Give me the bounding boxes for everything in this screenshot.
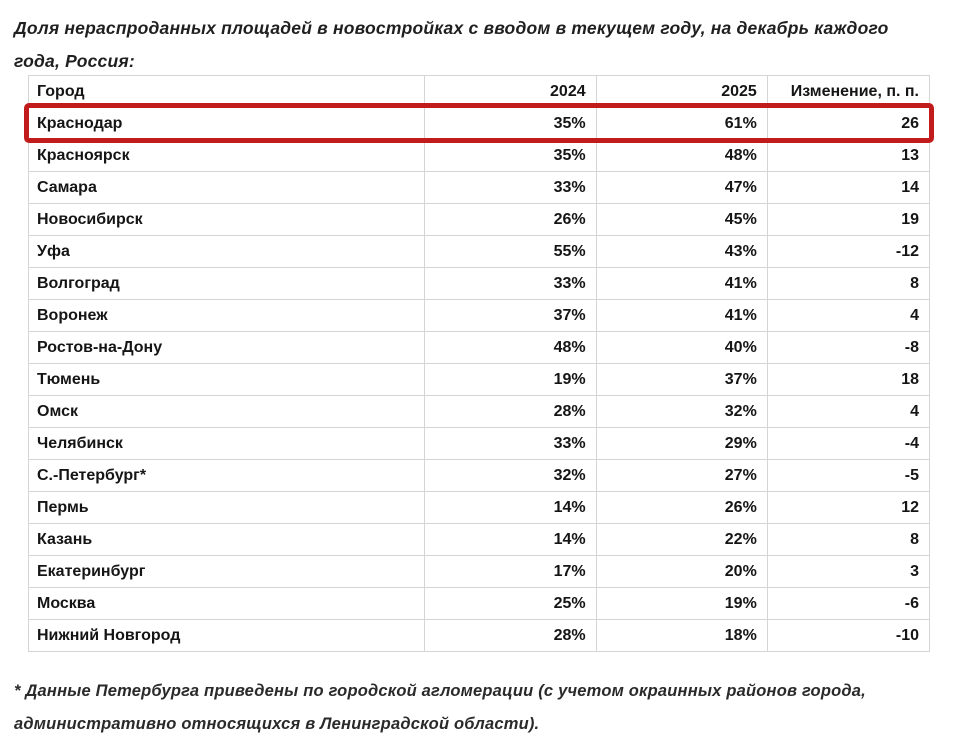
city-cell: Воронеж xyxy=(27,299,426,332)
value-2025-cell: 22% xyxy=(595,523,768,556)
change-cell: 3 xyxy=(766,555,931,588)
value-2025-cell: 48% xyxy=(595,139,768,172)
change-cell: -6 xyxy=(766,587,931,620)
city-cell: Москва xyxy=(27,587,426,620)
table-row: С.-Петербург* 32% 27% -5 xyxy=(27,459,931,492)
value-2025-cell: 18% xyxy=(595,619,768,652)
city-cell: Екатеринбург xyxy=(27,555,426,588)
city-cell: Ростов-на-Дону xyxy=(27,331,426,364)
value-2024-cell: 37% xyxy=(424,299,597,332)
value-2025-cell: 20% xyxy=(595,555,768,588)
value-2025-cell: 40% xyxy=(595,331,768,364)
value-2024-cell: 33% xyxy=(424,427,597,460)
value-2024-cell: 35% xyxy=(424,139,597,172)
value-2024-cell: 48% xyxy=(424,331,597,364)
table-row: Уфа 55% 43% -12 xyxy=(27,235,931,268)
city-cell: Самара xyxy=(27,171,426,204)
value-2024-cell: 25% xyxy=(424,587,597,620)
city-cell: Краснодар xyxy=(27,107,426,140)
value-2024-cell: 14% xyxy=(424,491,597,524)
header-city: Город xyxy=(27,75,426,108)
value-2025-cell: 32% xyxy=(595,395,768,428)
value-2025-cell: 19% xyxy=(595,587,768,620)
change-cell: 26 xyxy=(766,107,931,140)
change-cell: 14 xyxy=(766,171,931,204)
change-cell: 19 xyxy=(766,203,931,236)
city-cell: Волгоград xyxy=(27,267,426,300)
value-2025-cell: 41% xyxy=(595,267,768,300)
value-2024-cell: 32% xyxy=(424,459,597,492)
table-row: Нижний Новгород 28% 18% -10 xyxy=(27,619,931,652)
value-2025-cell: 27% xyxy=(595,459,768,492)
city-cell: Омск xyxy=(27,395,426,428)
change-cell: 18 xyxy=(766,363,931,396)
footnote: * Данные Петербурга приведены по городск… xyxy=(14,682,866,733)
chart-title: Доля нераспроданных площадей в новострой… xyxy=(14,18,889,71)
change-cell: 4 xyxy=(766,299,931,332)
value-2024-cell: 33% xyxy=(424,267,597,300)
value-2025-cell: 41% xyxy=(595,299,768,332)
change-cell: -10 xyxy=(766,619,931,652)
change-cell: 13 xyxy=(766,139,931,172)
change-cell: 4 xyxy=(766,395,931,428)
change-cell: 12 xyxy=(766,491,931,524)
table-row: Краснодар 35% 61% 26 xyxy=(27,107,931,140)
change-cell: -12 xyxy=(766,235,931,268)
city-cell: Новосибирск xyxy=(27,203,426,236)
city-cell: Нижний Новгород xyxy=(27,619,426,652)
city-cell: Красноярск xyxy=(27,139,426,172)
city-cell: С.-Петербург* xyxy=(27,459,426,492)
value-2024-cell: 33% xyxy=(424,171,597,204)
table-header-row: Город 2024 2025 Изменение, п. п. xyxy=(27,75,931,108)
value-2024-cell: 14% xyxy=(424,523,597,556)
table-row: Красноярск 35% 48% 13 xyxy=(27,139,931,172)
value-2024-cell: 35% xyxy=(424,107,597,140)
unsold-share-table: Город 2024 2025 Изменение, п. п. Краснод… xyxy=(27,75,931,652)
value-2024-cell: 17% xyxy=(424,555,597,588)
value-2025-cell: 37% xyxy=(595,363,768,396)
table-row: Омск 28% 32% 4 xyxy=(27,395,931,428)
city-cell: Казань xyxy=(27,523,426,556)
table-row: Самара 33% 47% 14 xyxy=(27,171,931,204)
table-row: Москва 25% 19% -6 xyxy=(27,587,931,620)
table-row: Казань 14% 22% 8 xyxy=(27,523,931,556)
change-cell: -4 xyxy=(766,427,931,460)
city-cell: Уфа xyxy=(27,235,426,268)
value-2025-cell: 26% xyxy=(595,491,768,524)
change-cell: 8 xyxy=(766,523,931,556)
change-cell: -8 xyxy=(766,331,931,364)
value-2025-cell: 29% xyxy=(595,427,768,460)
value-2024-cell: 26% xyxy=(424,203,597,236)
value-2025-cell: 45% xyxy=(595,203,768,236)
value-2024-cell: 55% xyxy=(424,235,597,268)
value-2025-cell: 47% xyxy=(595,171,768,204)
table-row: Воронеж 37% 41% 4 xyxy=(27,299,931,332)
city-cell: Тюмень xyxy=(27,363,426,396)
city-cell: Челябинск xyxy=(27,427,426,460)
value-2025-cell: 61% xyxy=(595,107,768,140)
table-row: Волгоград 33% 41% 8 xyxy=(27,267,931,300)
table-row: Екатеринбург 17% 20% 3 xyxy=(27,555,931,588)
table-row: Ростов-на-Дону 48% 40% -8 xyxy=(27,331,931,364)
table-row: Новосибирск 26% 45% 19 xyxy=(27,203,931,236)
change-cell: -5 xyxy=(766,459,931,492)
table-row: Пермь 14% 26% 12 xyxy=(27,491,931,524)
header-2025: 2025 xyxy=(595,75,768,108)
table-row: Тюмень 19% 37% 18 xyxy=(27,363,931,396)
city-cell: Пермь xyxy=(27,491,426,524)
value-2024-cell: 28% xyxy=(424,619,597,652)
table-row: Челябинск 33% 29% -4 xyxy=(27,427,931,460)
value-2024-cell: 19% xyxy=(424,363,597,396)
value-2025-cell: 43% xyxy=(595,235,768,268)
change-cell: 8 xyxy=(766,267,931,300)
value-2024-cell: 28% xyxy=(424,395,597,428)
header-change: Изменение, п. п. xyxy=(766,75,931,108)
header-2024: 2024 xyxy=(424,75,597,108)
